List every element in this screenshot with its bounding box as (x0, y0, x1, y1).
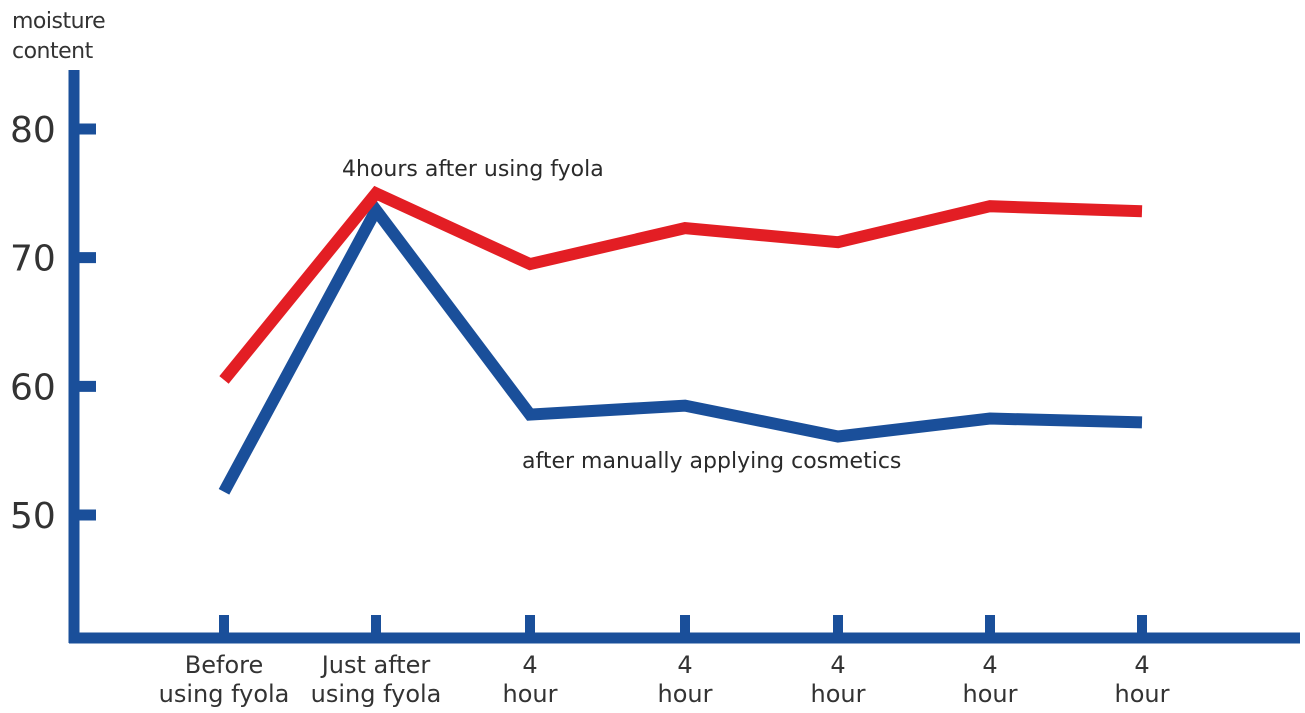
x-tick-label: hour (658, 680, 713, 708)
x-tick-label: 4 (982, 651, 997, 679)
y-tick-label: 80 (10, 110, 56, 151)
y-tick-label: 50 (10, 496, 56, 537)
x-tick-label: hour (963, 680, 1018, 708)
y-tick-label: 60 (10, 367, 56, 408)
x-tick-label: Just after (320, 651, 431, 679)
x-tick-label: 4 (677, 651, 692, 679)
x-tick-label: using fyola (159, 680, 290, 708)
x-tick-label: hour (811, 680, 866, 708)
x-tick-label: Before (185, 651, 263, 679)
series-lines (224, 193, 1142, 492)
x-tick-label: 4 (830, 651, 845, 679)
x-tick-label: 4 (1134, 651, 1149, 679)
x-tick-label: 4 (522, 651, 537, 679)
annotation-blue-series: after manually applying cosmetics (522, 449, 901, 474)
y-tick-label: 70 (10, 239, 56, 280)
y-axis-label-line-1: moisture (12, 9, 105, 34)
annotation-red-series: 4hours after using fyola (342, 157, 604, 182)
series-line-0 (224, 193, 1142, 380)
x-tick-label: hour (1115, 680, 1170, 708)
y-axis-ticks: 80 70 60 50 (10, 110, 96, 537)
x-tick-label: using fyola (311, 680, 442, 708)
y-axis-label-line-2: content (12, 39, 94, 64)
x-tick-label: hour (503, 680, 558, 708)
